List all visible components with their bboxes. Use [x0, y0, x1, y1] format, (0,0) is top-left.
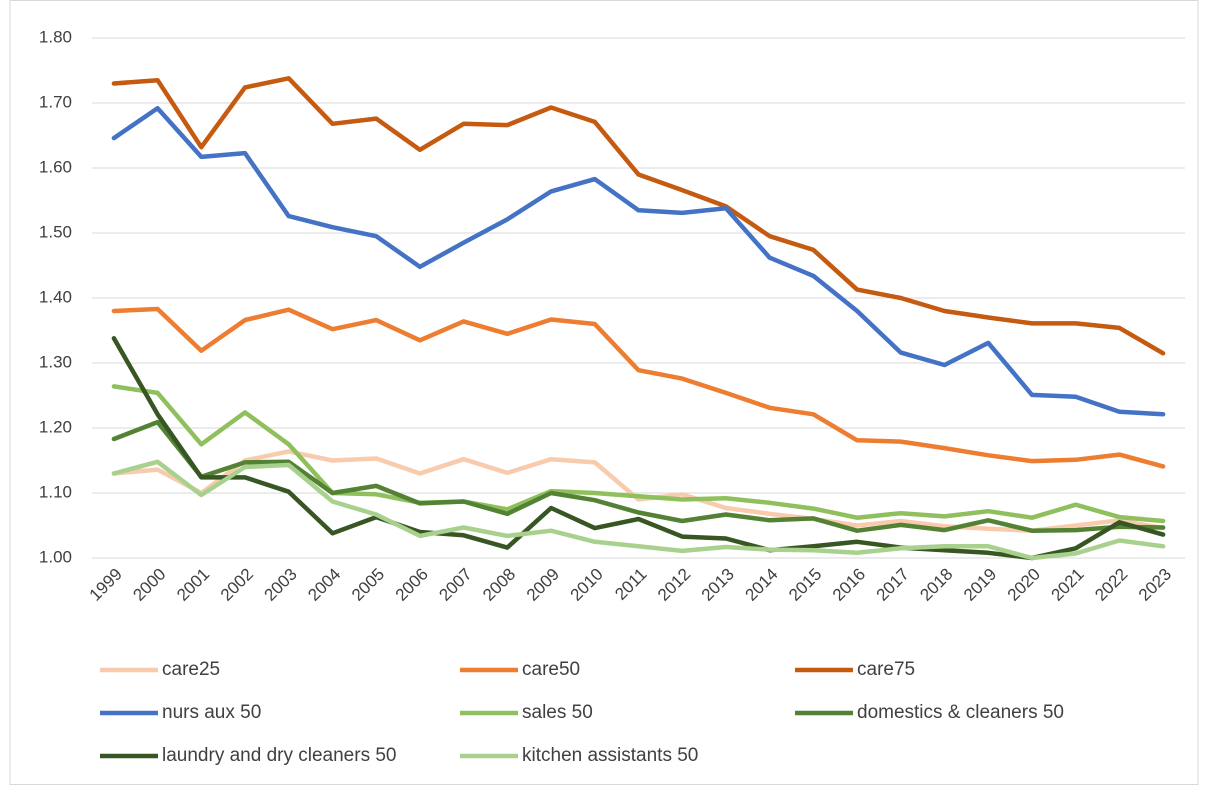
series-line: [111, 105, 1166, 417]
series-line: [111, 306, 1166, 469]
legend-label: sales 50: [522, 702, 593, 723]
y-tick-label: 1.60: [39, 157, 72, 176]
y-tick-label: 1.30: [39, 352, 72, 371]
y-tick-label: 1.80: [39, 27, 72, 46]
legend-label: care25: [162, 659, 220, 680]
y-tick-label: 1.10: [39, 482, 72, 501]
series-line: [111, 449, 1166, 533]
legend-label: kitchen assistants 50: [522, 745, 698, 766]
y-tick-label: 1.70: [39, 92, 72, 111]
legend-label: laundry and dry cleaners 50: [162, 745, 396, 766]
y-tick-label: 1.20: [39, 417, 72, 436]
legend-label: nurs aux 50: [162, 702, 261, 723]
series-line: [111, 336, 1166, 561]
legend-label: care50: [522, 659, 580, 680]
series-line: [111, 419, 1166, 533]
series-line: [111, 459, 1166, 561]
y-tick-label: 1.40: [39, 287, 72, 306]
legend-label: domestics & cleaners 50: [857, 702, 1064, 723]
series-line: [111, 384, 1166, 524]
series-line: [111, 76, 1166, 356]
y-tick-label: 1.50: [39, 222, 72, 241]
legend-label: care75: [857, 659, 915, 680]
y-tick-label: 1.00: [39, 547, 72, 566]
